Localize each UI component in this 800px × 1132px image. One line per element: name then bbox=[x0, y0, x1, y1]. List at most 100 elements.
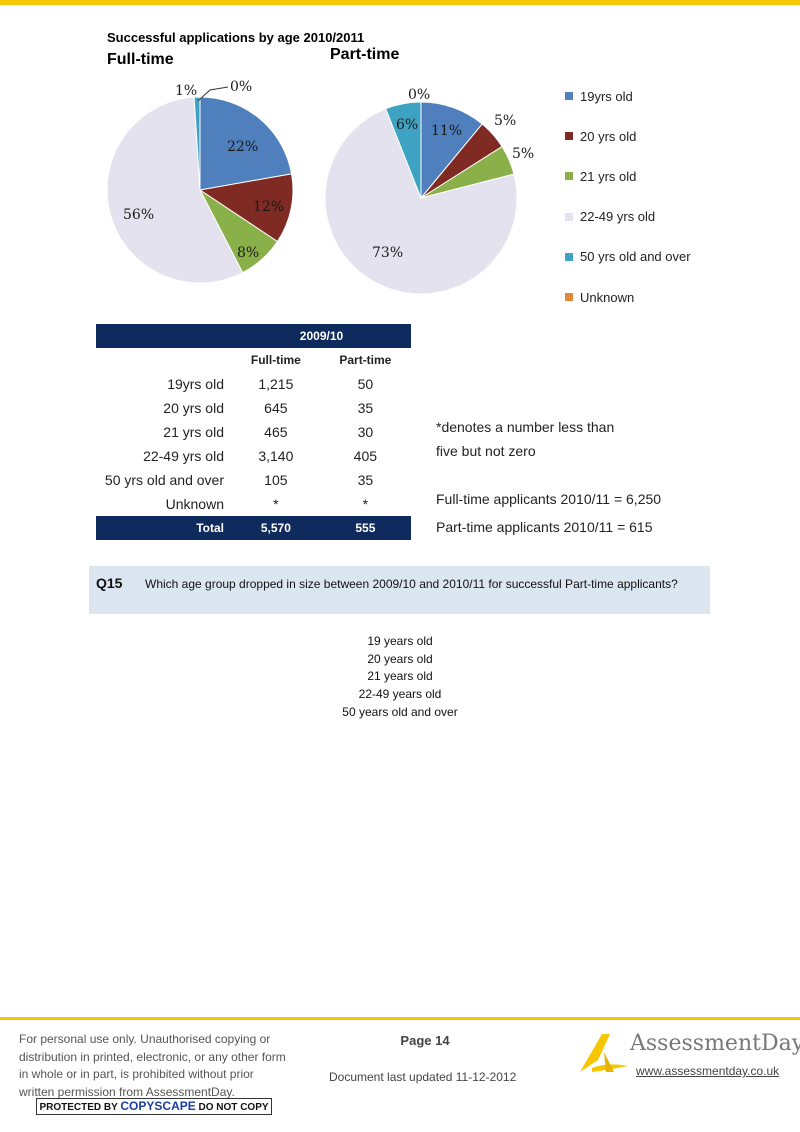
footer-disclaimer: For personal use only. Unauthorised copy… bbox=[19, 1032, 286, 1099]
full-time-value: 465 bbox=[264, 424, 288, 440]
part-time-pie: 11% 5% 5% 73% 6% 0% bbox=[324, 87, 534, 295]
note-line-1: *denotes a number less than bbox=[436, 419, 615, 435]
table-total-row: Total 5,570 555 bbox=[96, 516, 411, 540]
full-time-total-note: Full-time applicants 2010/11 = 6,250 bbox=[436, 491, 662, 507]
legend-item-19: 19yrs old bbox=[565, 76, 691, 116]
row-label: 21 yrs old bbox=[163, 424, 224, 440]
answer-option[interactable]: 21 years old bbox=[367, 669, 433, 684]
pie-data-label: 0% bbox=[230, 79, 252, 95]
row-label: 22-49 yrs old bbox=[143, 448, 224, 464]
legend-swatch bbox=[565, 92, 573, 101]
pie-data-label: 11% bbox=[431, 123, 462, 139]
question-number: Q15 bbox=[96, 575, 123, 591]
row-label: Unknown bbox=[165, 496, 224, 512]
table-header-row: 2009/10 bbox=[96, 324, 411, 348]
legend-swatch bbox=[565, 293, 573, 302]
chart-legend: 19yrs old 20 yrs old 21 yrs old 22-49 yr… bbox=[565, 76, 691, 317]
page-number: Page 14 bbox=[400, 1033, 450, 1048]
pie-slice bbox=[106, 96, 244, 284]
bottom-accent-rule bbox=[0, 1017, 800, 1020]
column-header-part-time: Part-time bbox=[339, 353, 392, 367]
table-row: 19yrs old 1,215 50 bbox=[96, 372, 411, 396]
legend-swatch bbox=[565, 172, 573, 181]
copyscape-badge: PROTECTED BY COPYSCAPE DO NOT COPY bbox=[36, 1098, 272, 1115]
legend-swatch bbox=[565, 252, 573, 261]
pie-data-label: 8% bbox=[237, 245, 259, 261]
pie-slice bbox=[420, 101, 483, 200]
answer-option[interactable]: 20 years old bbox=[367, 651, 433, 666]
copyscape-brand: COPYSCAPE bbox=[120, 1099, 196, 1113]
pie-data-label: 1% bbox=[175, 83, 197, 99]
part-time-value: 35 bbox=[357, 400, 374, 416]
legend-item-22-49: 22-49 yrs old bbox=[565, 197, 691, 237]
pie-data-label: 5% bbox=[512, 146, 534, 162]
table-period: 2009/10 bbox=[232, 324, 411, 348]
column-header-blank bbox=[96, 348, 232, 372]
part-time-value: 405 bbox=[353, 448, 378, 464]
table-header-spacer bbox=[96, 324, 232, 348]
note-line-2: five but not zero bbox=[436, 443, 536, 459]
assessmentday-logo-icon bbox=[580, 1034, 628, 1072]
question-box: Q15 Which age group dropped in size betw… bbox=[89, 566, 710, 614]
total-part-time: 555 bbox=[319, 516, 411, 540]
table-row: 22-49 yrs old 3,140 405 bbox=[96, 444, 411, 468]
full-time-value: 645 bbox=[264, 400, 288, 416]
pie-data-label: 6% bbox=[396, 117, 418, 133]
label-leader-line bbox=[197, 86, 229, 102]
legend-item-50-over: 50 yrs old and over bbox=[565, 237, 691, 277]
legend-label: 22-49 yrs old bbox=[580, 209, 656, 225]
applications-table: 2009/10 Full-time Part-time 19yrs old 1,… bbox=[96, 324, 411, 540]
answer-option[interactable]: 22-49 years old bbox=[358, 687, 442, 702]
legend-label: 20 yrs old bbox=[580, 128, 637, 144]
pie-data-label: 56% bbox=[123, 207, 154, 223]
part-time-value: 30 bbox=[357, 424, 374, 440]
row-label: 50 yrs old and over bbox=[104, 472, 224, 488]
part-time-value: 50 bbox=[357, 376, 374, 392]
legend-swatch bbox=[565, 212, 573, 221]
last-updated: Document last updated 11-12-2012 bbox=[329, 1070, 517, 1084]
pie-slice bbox=[198, 173, 294, 243]
table-row: 50 yrs old and over 105 35 bbox=[96, 468, 411, 492]
pie-data-label: 0% bbox=[408, 87, 430, 103]
full-time-value: 1,215 bbox=[258, 376, 294, 392]
part-time-value: 35 bbox=[357, 472, 374, 488]
pie-slice bbox=[199, 96, 293, 191]
part-time-value: * bbox=[362, 496, 369, 512]
legend-label: 19yrs old bbox=[580, 88, 633, 104]
row-label: 19yrs old bbox=[167, 376, 224, 392]
copyscape-post: DO NOT COPY bbox=[198, 1102, 269, 1113]
answer-options: 19 years old 20 years old 21 years old 2… bbox=[0, 633, 800, 722]
part-time-pie-title: Part-time bbox=[330, 46, 400, 63]
full-time-value: 105 bbox=[264, 472, 288, 488]
pie-slice bbox=[385, 101, 422, 199]
website-link[interactable]: www.assessmentday.co.uk bbox=[636, 1064, 780, 1078]
table-column-headers: Full-time Part-time bbox=[96, 348, 411, 372]
table-row: 20 yrs old 645 35 bbox=[96, 396, 411, 420]
chart-title: Successful applications by age 2010/2011 bbox=[107, 30, 365, 45]
full-time-pie-title: Full-time bbox=[107, 51, 174, 68]
legend-label: 50 yrs old and over bbox=[580, 249, 691, 265]
total-label: Total bbox=[96, 516, 232, 540]
part-time-total-note: Part-time applicants 2010/11 = 615 bbox=[436, 519, 653, 535]
logo-wordmark: AssessmentDay bbox=[630, 1031, 800, 1056]
full-time-pie: 22% 12% 8% 56% 1% 0% bbox=[106, 79, 294, 284]
legend-item-21: 21 yrs old bbox=[565, 156, 691, 196]
top-accent-rule bbox=[0, 0, 800, 5]
legend-label: 21 yrs old bbox=[580, 168, 637, 184]
row-label: 20 yrs old bbox=[163, 400, 224, 416]
pie-slice bbox=[324, 108, 518, 295]
answer-option[interactable]: 19 years old bbox=[367, 634, 433, 648]
question-text: Which age group dropped in size between … bbox=[145, 577, 678, 591]
pie-data-label: 12% bbox=[253, 199, 284, 215]
copyscape-pre: PROTECTED BY bbox=[39, 1102, 118, 1113]
full-time-value: 3,140 bbox=[258, 448, 294, 464]
answer-option[interactable]: 50 years old and over bbox=[342, 704, 458, 719]
column-header-full-time: Full-time bbox=[250, 353, 301, 367]
pie-slice bbox=[193, 96, 201, 191]
legend-item-20: 20 yrs old bbox=[565, 116, 691, 156]
pie-data-label: 22% bbox=[227, 139, 258, 155]
table-row: 21 yrs old 465 30 bbox=[96, 420, 411, 444]
pie-charts: 22% 12% 8% 56% 1% 0% 11% 5% 5% 73% 6% 0% bbox=[106, 79, 534, 295]
table-row: Unknown * * bbox=[96, 492, 411, 516]
total-full-time: 5,570 bbox=[232, 516, 320, 540]
